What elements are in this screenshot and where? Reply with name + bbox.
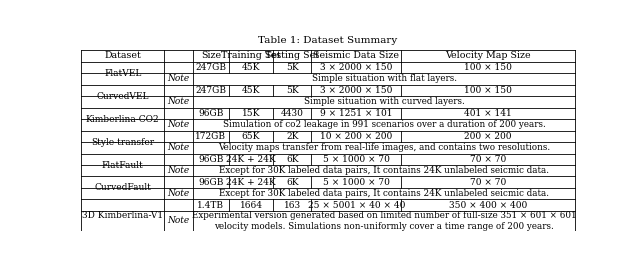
Text: 45K: 45K [242,86,260,95]
Text: Kimberlina-CO2: Kimberlina-CO2 [86,115,159,123]
Text: Note: Note [168,143,190,152]
Text: 1664: 1664 [239,201,262,210]
Text: 96GB: 96GB [198,109,223,118]
Text: Except for 30K labeled data pairs, It contains 24K unlabeled seicmic data.: Except for 30K labeled data pairs, It co… [219,166,549,175]
Text: 163: 163 [284,201,301,210]
Text: FlatFault: FlatFault [102,160,143,170]
Text: Note: Note [168,74,190,83]
Text: 15K: 15K [242,109,260,118]
Text: 1.4TB: 1.4TB [198,201,225,210]
Text: 6K: 6K [286,178,299,187]
Text: Note: Note [168,166,190,175]
Text: 4430: 4430 [281,109,304,118]
Text: Style-transfer: Style-transfer [91,138,154,147]
Text: Except for 30K labeled data pairs, It contains 24K unlabeled seicmic data.: Except for 30K labeled data pairs, It co… [219,189,549,198]
Text: FlatVEL: FlatVEL [104,69,141,78]
Text: 9 × 1251 × 101: 9 × 1251 × 101 [320,109,392,118]
Text: 401 × 141: 401 × 141 [465,109,512,118]
Text: 25 × 5001 × 40 × 40: 25 × 5001 × 40 × 40 [308,201,405,210]
Text: Note: Note [168,217,190,225]
Text: 247GB: 247GB [195,63,227,72]
Text: 5 × 1000 × 70: 5 × 1000 × 70 [323,155,390,164]
Text: Note: Note [168,120,190,129]
Text: Dataset: Dataset [104,51,141,61]
Text: 5K: 5K [286,86,299,95]
Text: CurvedVEL: CurvedVEL [97,92,149,101]
Text: Simple situation with curved layers.: Simple situation with curved layers. [303,98,465,106]
Text: 24K + 24K: 24K + 24K [227,178,276,187]
Text: Note: Note [168,98,190,106]
Text: Table 1: Dataset Summary: Table 1: Dataset Summary [259,36,397,45]
Text: Velocity maps transfer from real-life images, and contains two resolutions.: Velocity maps transfer from real-life im… [218,143,550,152]
Text: 247GB: 247GB [195,86,227,95]
Text: 3 × 2000 × 150: 3 × 2000 × 150 [320,63,392,72]
Text: 70 × 70: 70 × 70 [470,178,506,187]
Text: Note: Note [168,189,190,198]
Text: 24K + 24K: 24K + 24K [227,155,276,164]
Text: Simulation of co2 leakage in 991 scenarios over a duration of 200 years.: Simulation of co2 leakage in 991 scenari… [223,120,545,129]
Text: Size: Size [201,51,221,61]
Text: Simple situation with flat layers.: Simple situation with flat layers. [312,74,456,83]
Text: 3 × 2000 × 150: 3 × 2000 × 150 [320,86,392,95]
Text: 70 × 70: 70 × 70 [470,155,506,164]
Text: 10 × 200 × 200: 10 × 200 × 200 [320,132,392,141]
Text: 100 × 150: 100 × 150 [464,86,512,95]
Text: 96GB: 96GB [198,155,223,164]
Text: 96GB: 96GB [198,178,223,187]
Text: 172GB: 172GB [195,132,227,141]
Text: Seismic Data Size: Seismic Data Size [313,51,399,61]
Text: 3D Kimberlina-V1: 3D Kimberlina-V1 [82,211,163,220]
Text: 2K: 2K [286,132,298,141]
Text: CurvedFault: CurvedFault [94,184,151,192]
Text: 6K: 6K [286,155,299,164]
Text: Training Set: Training Set [221,51,281,61]
Text: 65K: 65K [242,132,260,141]
Text: 350 × 400 × 400: 350 × 400 × 400 [449,201,527,210]
Text: Velocity Map Size: Velocity Map Size [445,51,531,61]
Text: Testing Set: Testing Set [266,51,319,61]
Text: 100 × 150: 100 × 150 [464,63,512,72]
Text: 45K: 45K [242,63,260,72]
Text: 5 × 1000 × 70: 5 × 1000 × 70 [323,178,390,187]
Text: Experimental version generated based on limited number of full-size 351 × 601 × : Experimental version generated based on … [192,211,577,231]
Text: 200 × 200: 200 × 200 [465,132,512,141]
Text: 5K: 5K [286,63,299,72]
